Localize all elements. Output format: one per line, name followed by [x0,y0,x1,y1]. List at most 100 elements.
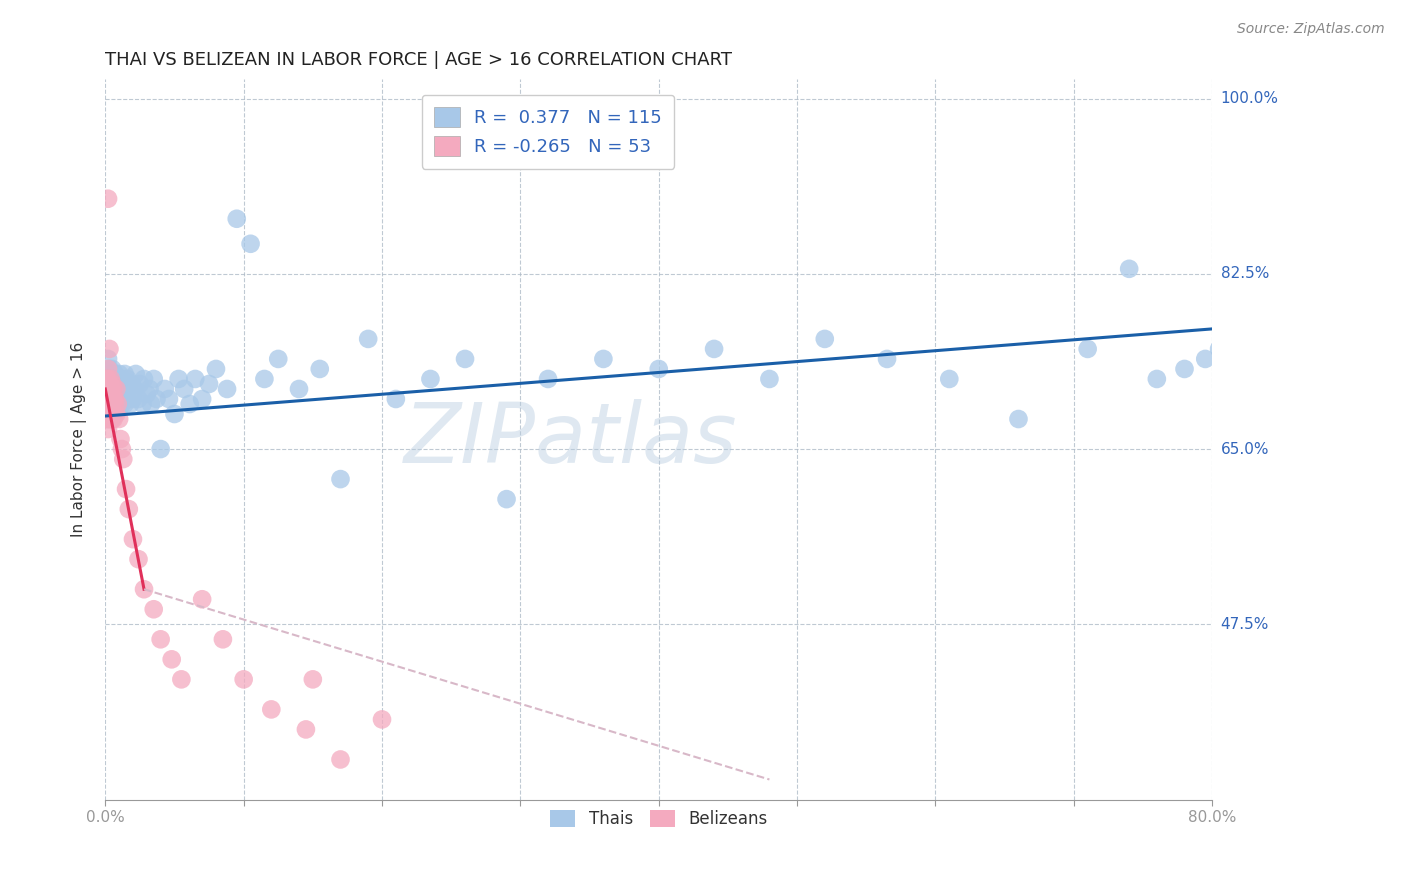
Point [149,632,172,647]
Point [1292,362,1315,376]
Point [105,397,128,411]
Point [758,372,780,386]
Point [1286,372,1309,386]
Point [120,397,142,411]
Point [107,372,129,386]
Point [179,397,201,411]
Point [419,372,441,386]
Point [117,372,139,386]
Point [97,192,120,206]
Point [108,382,131,396]
Point [103,382,125,396]
Point [110,432,132,446]
Point [288,382,311,396]
Point [145,392,167,406]
Point [132,372,155,386]
Point [97,382,120,396]
Point [1007,412,1029,426]
Point [1194,351,1216,366]
Point [385,392,408,406]
Point [814,332,837,346]
Point [103,372,125,386]
Point [371,713,394,727]
Point [97,382,120,396]
Text: 65.0%: 65.0% [1220,442,1270,457]
Point [1298,351,1320,366]
Point [112,392,135,406]
Point [648,362,671,376]
Point [98,376,121,391]
Point [98,342,121,356]
Point [1208,342,1230,356]
Point [1263,351,1285,366]
Point [184,372,207,386]
Point [107,397,129,411]
Point [212,632,235,647]
Point [103,397,125,411]
Point [167,372,190,386]
Point [876,351,898,366]
Point [205,362,228,376]
Point [232,673,254,687]
Text: Source: ZipAtlas.com: Source: ZipAtlas.com [1237,22,1385,37]
Point [98,387,121,401]
Point [96,392,118,406]
Point [96,382,118,396]
Point [111,397,134,411]
Point [100,382,122,396]
Point [97,402,120,417]
Point [108,367,131,381]
Point [1250,382,1272,396]
Point [104,382,127,396]
Point [128,552,150,566]
Legend: Thais, Belizeans: Thais, Belizeans [544,803,773,834]
Point [100,412,122,426]
Point [100,397,122,411]
Point [191,592,214,607]
Point [1317,351,1340,366]
Point [938,372,960,386]
Point [308,362,330,376]
Point [105,382,128,396]
Text: 47.5%: 47.5% [1220,616,1268,632]
Point [115,387,138,401]
Point [122,532,145,546]
Point [302,673,325,687]
Point [1315,372,1337,386]
Text: ZIPatlas: ZIPatlas [404,399,737,480]
Point [118,502,141,516]
Point [1118,261,1140,276]
Point [118,382,141,396]
Point [135,387,157,401]
Point [98,376,121,391]
Point [703,342,725,356]
Point [108,412,131,426]
Point [117,392,139,406]
Y-axis label: In Labor Force | Age > 16: In Labor Force | Age > 16 [72,342,87,537]
Point [98,392,121,406]
Point [104,392,127,406]
Point [104,397,127,411]
Text: 82.5%: 82.5% [1220,267,1268,281]
Point [128,392,150,406]
Point [138,382,160,396]
Point [1289,342,1312,356]
Point [131,397,153,411]
Point [96,412,118,426]
Point [160,652,183,666]
Point [97,397,120,411]
Point [149,442,172,456]
Point [1303,372,1326,386]
Point [163,407,186,421]
Point [139,397,162,411]
Point [103,387,125,401]
Point [96,372,118,386]
Point [108,402,131,417]
Point [1222,372,1244,386]
Point [104,392,127,406]
Point [142,372,165,386]
Point [110,392,132,406]
Point [357,332,380,346]
Point [105,407,128,421]
Point [125,367,148,381]
